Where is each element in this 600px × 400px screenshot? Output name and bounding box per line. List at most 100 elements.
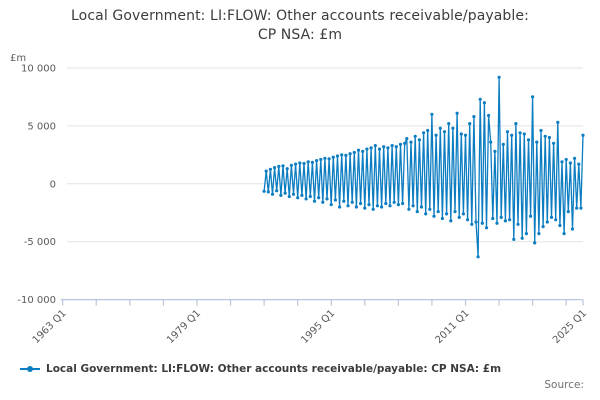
data-point xyxy=(581,133,585,137)
data-point xyxy=(445,212,449,216)
data-point xyxy=(405,137,409,141)
data-point xyxy=(432,214,436,218)
legend-line-marker-icon xyxy=(20,364,40,374)
data-point xyxy=(501,142,505,146)
data-point xyxy=(327,157,331,161)
data-point xyxy=(512,237,516,241)
data-point xyxy=(287,194,291,199)
data-point xyxy=(294,162,298,166)
data-point xyxy=(459,132,463,136)
data-point xyxy=(312,199,317,203)
data-point xyxy=(487,113,491,118)
data-point xyxy=(335,154,340,158)
data-point xyxy=(346,204,350,208)
data-point xyxy=(317,196,321,200)
chart-title: Local Government: LI:FLOW: Other account… xyxy=(71,8,529,43)
data-point xyxy=(296,196,300,200)
data-point xyxy=(308,194,312,199)
data-series xyxy=(262,75,585,259)
data-point xyxy=(333,198,337,202)
data-point xyxy=(545,220,549,224)
data-point xyxy=(262,189,266,193)
line-chart: 10 000 5 000 0 -5 000 -10 000 1963 Q1 1979 Q1… xyxy=(10,53,589,346)
data-point xyxy=(325,197,329,201)
data-point xyxy=(338,205,342,209)
data-point xyxy=(266,190,270,194)
data-point xyxy=(556,120,560,124)
data-point xyxy=(363,206,367,210)
data-point xyxy=(474,220,478,224)
data-point xyxy=(468,122,472,126)
data-point xyxy=(480,221,484,225)
data-point xyxy=(447,122,451,126)
data-point xyxy=(419,205,424,209)
data-point xyxy=(499,215,503,219)
data-point xyxy=(440,216,444,221)
data-point xyxy=(319,157,323,162)
data-point xyxy=(401,201,405,206)
data-point xyxy=(503,219,507,223)
data-point xyxy=(348,152,352,156)
data-point xyxy=(382,145,386,149)
data-point xyxy=(577,162,581,166)
data-point xyxy=(354,205,358,209)
data-point xyxy=(424,212,428,216)
data-point xyxy=(407,207,411,211)
data-point xyxy=(275,189,279,193)
data-point xyxy=(264,169,268,173)
data-point xyxy=(426,128,430,133)
data-point xyxy=(463,133,468,137)
data-point xyxy=(562,232,566,236)
data-point xyxy=(453,210,457,214)
data-point xyxy=(505,130,510,134)
data-point xyxy=(409,140,413,144)
legend: Local Government: LI:FLOW: Other account… xyxy=(20,363,501,375)
data-line xyxy=(263,76,584,258)
x-axis-tick-label: 1963 Q1 xyxy=(31,308,69,346)
data-point xyxy=(367,203,371,207)
data-point xyxy=(541,225,545,229)
data-point xyxy=(526,138,531,142)
data-point xyxy=(298,161,302,165)
data-point xyxy=(283,191,287,195)
legend-marker-dot xyxy=(27,366,33,372)
data-point xyxy=(449,219,453,223)
data-point xyxy=(434,133,438,137)
data-point xyxy=(451,126,455,130)
data-point xyxy=(356,148,361,152)
data-point xyxy=(331,155,335,159)
y-axis-tick-label: 0 xyxy=(50,179,56,190)
data-point xyxy=(369,146,373,150)
data-point xyxy=(396,203,400,207)
data-point xyxy=(329,203,333,207)
data-point xyxy=(472,115,476,119)
x-axis-tick-label: 1979 Q1 xyxy=(165,308,203,346)
data-point xyxy=(415,210,419,214)
data-point xyxy=(476,255,480,259)
data-point xyxy=(430,112,434,116)
data-point xyxy=(514,122,518,126)
data-point xyxy=(417,138,421,142)
source-label: Source: xyxy=(544,379,584,391)
data-point xyxy=(575,206,579,210)
data-point xyxy=(321,200,325,204)
data-point xyxy=(344,153,348,157)
data-point xyxy=(570,227,575,231)
data-point xyxy=(573,156,577,160)
data-point xyxy=(537,232,541,236)
data-point xyxy=(531,95,535,99)
data-point xyxy=(489,140,493,144)
data-point xyxy=(554,218,558,222)
data-point xyxy=(422,131,426,135)
data-point xyxy=(411,204,415,208)
data-point xyxy=(340,153,344,157)
data-point xyxy=(566,210,570,214)
data-point xyxy=(388,204,392,208)
data-point xyxy=(268,167,272,171)
x-axis-tick-labels: 1963 Q1 1979 Q1 1995 Q1 2011 Q1 2025 Q1 xyxy=(31,308,589,346)
data-point xyxy=(470,222,474,226)
data-point xyxy=(323,156,327,160)
data-point xyxy=(392,200,396,204)
data-point xyxy=(547,135,552,140)
